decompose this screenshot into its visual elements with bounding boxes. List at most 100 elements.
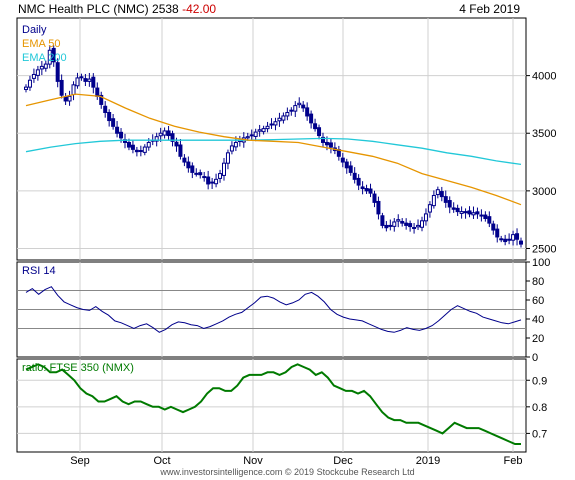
candle-body	[352, 172, 357, 180]
candle-body	[146, 141, 151, 148]
candle-body	[479, 214, 484, 217]
candle-body	[210, 181, 215, 184]
candle-body	[404, 222, 409, 226]
candle-body	[368, 188, 373, 194]
candle-body	[253, 131, 258, 137]
candle-body	[222, 162, 226, 176]
candle-body	[229, 145, 234, 152]
legend-daily: Daily	[22, 24, 47, 36]
candle-body	[182, 157, 187, 163]
candle-body	[356, 177, 361, 186]
candle-body	[190, 165, 195, 173]
candle-body	[233, 141, 238, 148]
candle-body	[154, 136, 159, 142]
candle-body	[467, 210, 472, 215]
x-tick-label: 2019	[416, 455, 440, 467]
candle-body	[47, 49, 52, 65]
candle-body	[499, 238, 504, 241]
candle-body	[483, 214, 488, 220]
legend-ema50: EMA 50	[22, 38, 61, 50]
candle-body	[372, 193, 377, 203]
rsi-tick-label: 20	[532, 333, 544, 345]
candle-body	[43, 63, 48, 69]
x-tick-label: Dec	[333, 455, 353, 467]
candle-body	[79, 76, 84, 79]
candle-body	[194, 172, 199, 175]
candle-body	[166, 130, 171, 137]
candle-body	[459, 211, 464, 214]
candle-body	[289, 109, 294, 112]
candle-body	[408, 223, 413, 228]
candle-body	[249, 134, 254, 137]
candle-body	[126, 141, 131, 148]
candle-body	[99, 94, 104, 105]
candle-body	[24, 86, 28, 90]
x-tick-label: Feb	[504, 455, 523, 467]
candle-body	[218, 173, 223, 179]
candle-body	[463, 211, 468, 214]
candle-body	[328, 142, 333, 148]
candle-body	[439, 191, 444, 198]
copyright-footer: www.investorsintelligence.com © 2019 Sto…	[160, 467, 415, 477]
candle-body	[340, 157, 345, 163]
candle-body	[396, 219, 401, 222]
candle-body	[475, 211, 480, 215]
candle-body	[174, 141, 179, 147]
candle-body	[420, 220, 424, 228]
rsi-tick-label: 0	[532, 352, 538, 364]
candle-body	[55, 62, 60, 82]
price-tick-label: 4000	[532, 71, 556, 83]
candle-body	[198, 172, 203, 176]
candle-body	[265, 125, 270, 130]
candle-body	[63, 96, 68, 102]
candle-body	[388, 224, 393, 227]
candle-body	[519, 240, 523, 245]
candle-body	[261, 128, 266, 133]
candle-body	[71, 84, 76, 96]
candle-body	[87, 78, 92, 82]
ratio-tick-label: 0.9	[532, 375, 547, 387]
candle-body	[321, 136, 325, 143]
candle-body	[202, 176, 207, 179]
candles-group	[24, 45, 523, 248]
candle-body	[324, 141, 329, 146]
candle-body	[138, 150, 143, 153]
candle-body	[348, 165, 353, 173]
candle-body	[95, 87, 100, 97]
candle-body	[392, 221, 397, 227]
candle-body	[107, 111, 112, 122]
candle-body	[309, 113, 314, 124]
candle-body	[412, 227, 417, 230]
candle-body	[447, 200, 452, 208]
ratio-tick-label: 0.7	[532, 428, 547, 440]
candle-body	[162, 130, 167, 136]
candle-body	[51, 47, 56, 63]
candle-body	[186, 161, 191, 169]
rsi-line	[25, 286, 522, 333]
candle-body	[273, 121, 278, 126]
candle-body	[142, 146, 147, 153]
legend-rsi: RSI 14	[22, 265, 56, 277]
candle-body	[285, 111, 290, 117]
legend-ema200: EMA 200	[22, 52, 67, 64]
candle-body	[245, 136, 250, 139]
candle-body	[431, 194, 436, 207]
ratio-tick-label: 0.8	[532, 402, 547, 414]
rsi-tick-label: 60	[532, 295, 544, 307]
x-tick-label: Oct	[153, 455, 170, 467]
candle-body	[427, 204, 432, 213]
candle-body	[206, 176, 211, 185]
rsi-tick-label: 40	[532, 314, 544, 326]
candle-body	[214, 178, 219, 185]
ema200-line	[25, 137, 522, 166]
candle-body	[83, 78, 88, 82]
candle-body	[364, 188, 369, 192]
candle-body	[31, 73, 36, 79]
candle-body	[360, 186, 365, 190]
price-change: -42.00	[182, 2, 217, 16]
candle-body	[451, 207, 456, 210]
price-tick-label: 3000	[532, 186, 556, 198]
candle-body	[134, 149, 139, 153]
rsi-tick-label: 100	[532, 257, 550, 269]
